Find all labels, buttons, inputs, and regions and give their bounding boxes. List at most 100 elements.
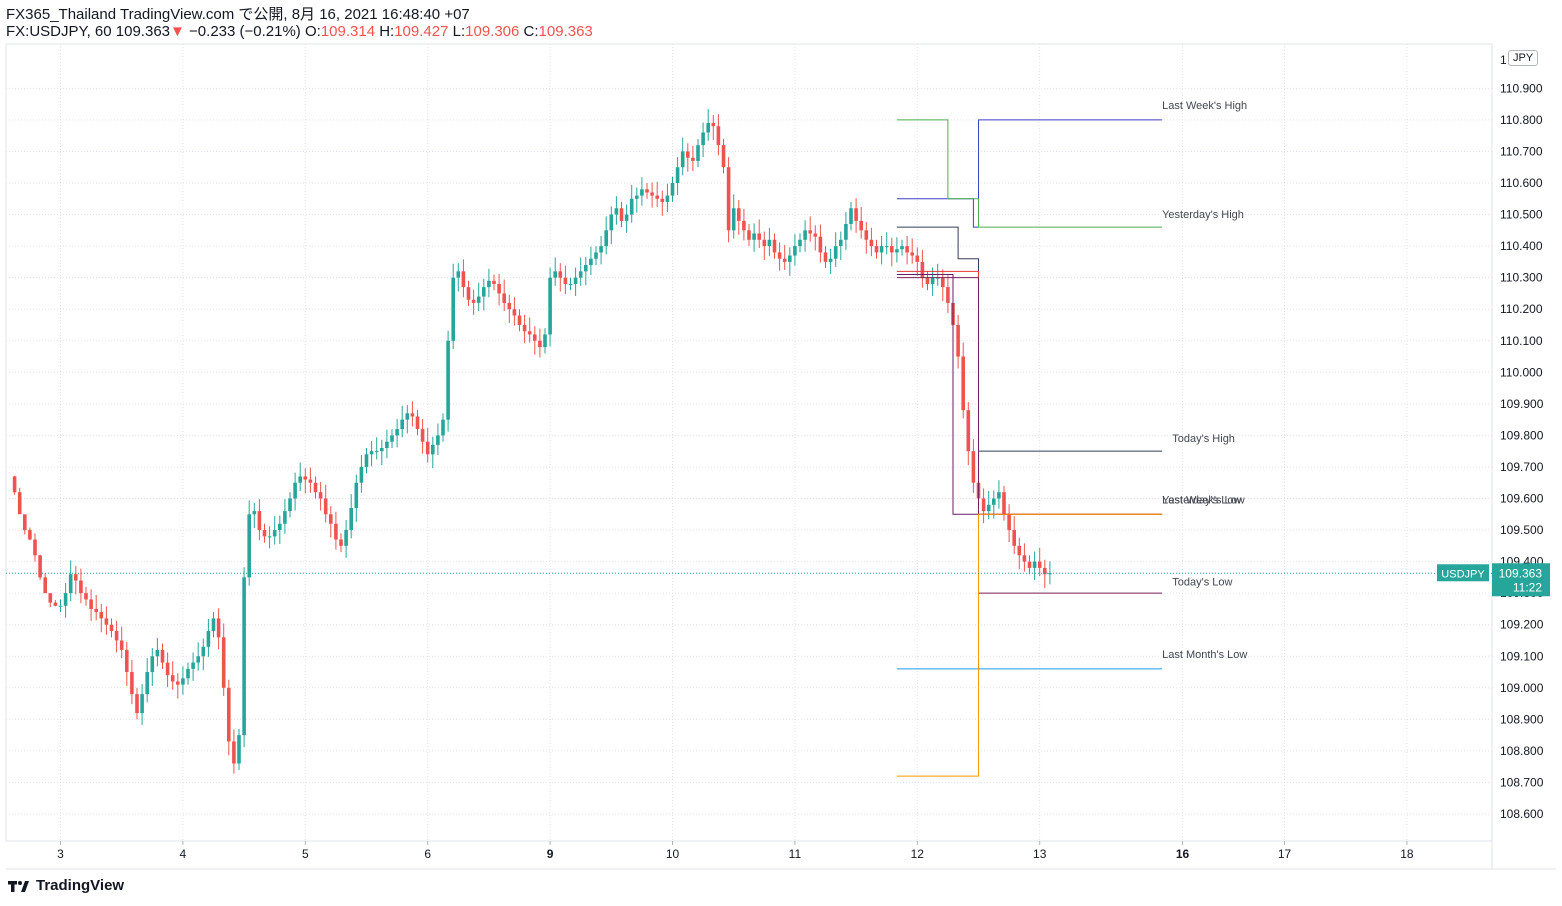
candle-down bbox=[99, 612, 104, 619]
candle-down bbox=[415, 416, 420, 430]
candle-down bbox=[742, 220, 746, 231]
candle-down bbox=[170, 675, 175, 682]
candle-down bbox=[339, 539, 343, 546]
y-tick-label: 108.700 bbox=[1500, 775, 1544, 789]
candle-down bbox=[650, 192, 654, 196]
symbol-tag-label: USDJPY bbox=[1441, 568, 1485, 580]
candle-up bbox=[828, 258, 833, 262]
candle-down bbox=[721, 145, 726, 168]
candle-up bbox=[752, 233, 756, 240]
level-label: Today's High bbox=[1172, 433, 1235, 445]
candle-down bbox=[691, 157, 695, 161]
candle-up bbox=[441, 419, 445, 436]
candle-down bbox=[1017, 545, 1022, 556]
x-tick-label: 18 bbox=[1400, 847, 1414, 861]
last-price-value: 109.363 bbox=[1499, 566, 1543, 580]
candle-down bbox=[818, 236, 823, 253]
candle-down bbox=[747, 230, 751, 240]
candle-down bbox=[119, 640, 124, 650]
candle-up bbox=[181, 678, 185, 685]
candle-up bbox=[211, 618, 216, 632]
candle-up bbox=[237, 735, 241, 764]
published-info: FX365_Thailand TradingView.com で公開, 8月 1… bbox=[6, 6, 470, 23]
candle-down bbox=[74, 574, 78, 581]
candle-down bbox=[84, 593, 88, 600]
symbol-tag bbox=[1437, 564, 1489, 582]
level-line bbox=[896, 513, 1163, 777]
low-label: L: bbox=[452, 23, 466, 40]
candle-up bbox=[1032, 561, 1037, 568]
candle-down bbox=[1037, 561, 1042, 568]
candle-up bbox=[568, 283, 573, 285]
candle-down bbox=[160, 649, 165, 663]
level-line bbox=[896, 270, 1163, 515]
candle-up bbox=[150, 656, 155, 673]
y-tick-label: 110.900 bbox=[1500, 81, 1543, 95]
currency-badge[interactable]: JPY bbox=[1508, 50, 1539, 66]
candle-down bbox=[686, 151, 690, 158]
y-tick-label: 109.100 bbox=[1500, 649, 1544, 663]
candle-down bbox=[910, 252, 914, 256]
y-tick-label: 110.000 bbox=[1500, 365, 1543, 379]
candle-down bbox=[492, 280, 496, 284]
candle-up bbox=[283, 511, 287, 524]
x-tick-label: 17 bbox=[1278, 847, 1292, 861]
candle-down bbox=[956, 324, 960, 357]
y-tick-label: 110.100 bbox=[1500, 334, 1543, 348]
candle-down bbox=[711, 123, 716, 127]
symbol-name[interactable]: FX:USDJPY, 60 bbox=[6, 23, 112, 40]
candle-up bbox=[624, 214, 629, 221]
tradingview-logo[interactable]: TradingView bbox=[8, 877, 124, 894]
symbol-ohlc-line: FX:USDJPY, 60 109.363▼ −0.233 (−0.21%) O… bbox=[6, 23, 593, 41]
candle-up bbox=[487, 280, 491, 288]
last-price-tag bbox=[1492, 563, 1550, 597]
candle-up bbox=[140, 694, 144, 714]
y-tick-label: 109.700 bbox=[1500, 460, 1544, 474]
x-tick-label: 10 bbox=[666, 847, 680, 861]
x-tick-label: 4 bbox=[180, 847, 187, 861]
candle-down bbox=[23, 514, 27, 531]
candle-up bbox=[436, 435, 440, 445]
candle-up bbox=[374, 451, 379, 453]
x-tick-label: 6 bbox=[424, 847, 431, 861]
brand-name: TradingView bbox=[36, 877, 125, 894]
candle-up bbox=[252, 511, 257, 515]
candle-down bbox=[874, 246, 879, 253]
candle-down bbox=[645, 189, 649, 193]
y-tick-label: 109.000 bbox=[1500, 681, 1544, 695]
candle-down bbox=[497, 283, 501, 294]
y-tick-label: 110.600 bbox=[1500, 176, 1543, 190]
candle-up bbox=[196, 656, 200, 663]
candle-down bbox=[941, 277, 945, 288]
candle-down bbox=[619, 208, 624, 221]
candle-up bbox=[267, 536, 272, 538]
candle-down bbox=[925, 277, 930, 284]
candle-down bbox=[165, 662, 170, 676]
candle-up bbox=[288, 498, 292, 512]
candle-up bbox=[385, 441, 389, 449]
candle-down bbox=[79, 580, 83, 594]
level-label: Yesterday's Low bbox=[1162, 494, 1241, 506]
candle-up bbox=[155, 649, 160, 657]
candle-up bbox=[675, 167, 680, 183]
level-line bbox=[896, 273, 1163, 515]
candle-down bbox=[109, 624, 114, 632]
candle-down bbox=[1007, 514, 1011, 531]
candle-down bbox=[890, 246, 894, 253]
candle-up bbox=[594, 252, 598, 259]
candle-down bbox=[425, 441, 430, 455]
candle-up bbox=[731, 208, 736, 231]
candle-down bbox=[517, 315, 522, 325]
candle-up bbox=[58, 605, 63, 607]
candle-down bbox=[308, 479, 313, 483]
y-tick-label: 108.900 bbox=[1500, 712, 1544, 726]
candle-up bbox=[635, 195, 639, 199]
candle-down bbox=[410, 413, 415, 417]
bar-countdown: 11:22 bbox=[1513, 580, 1542, 594]
candle-down bbox=[737, 208, 741, 221]
candle-up bbox=[701, 132, 705, 146]
candle-down bbox=[216, 618, 221, 638]
candle-up bbox=[349, 507, 353, 531]
down-arrow-icon: ▼ bbox=[170, 23, 185, 40]
